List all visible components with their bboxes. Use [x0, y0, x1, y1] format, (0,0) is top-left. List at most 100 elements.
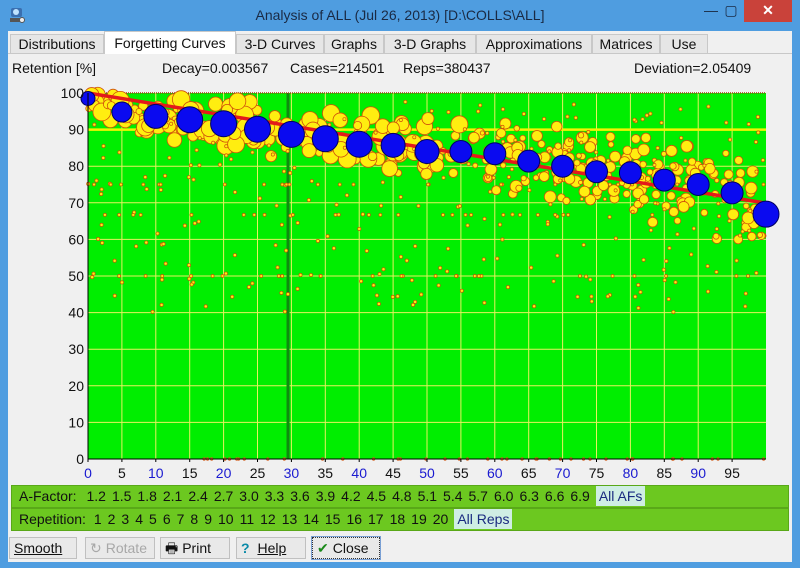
afactor-option[interactable]: 6.3	[519, 488, 539, 504]
repetition-option[interactable]: 7	[176, 511, 185, 527]
all-reps-button[interactable]: All Reps	[454, 509, 513, 529]
repetition-option[interactable]: 2	[107, 511, 116, 527]
close-button[interactable]: ✔ Close	[311, 536, 381, 560]
tab-3d-graphs[interactable]: 3-D Graphs	[384, 34, 476, 53]
afactor-option[interactable]: 3.3	[264, 488, 285, 504]
sample-dot	[166, 132, 183, 148]
afactor-option[interactable]: 2.7	[213, 488, 234, 504]
average-retention-dot[interactable]	[414, 139, 440, 165]
repetition-option[interactable]: 6	[162, 511, 171, 527]
afactor-option[interactable]: 4.8	[392, 488, 412, 504]
sample-dot-small	[99, 192, 104, 196]
repetition-option[interactable]: 10	[218, 511, 234, 527]
average-retention-dot[interactable]	[585, 160, 608, 184]
afactor-option[interactable]: 1.5	[111, 488, 132, 504]
repetition-option[interactable]: 4	[135, 511, 144, 527]
average-retention-dot[interactable]	[380, 132, 406, 158]
average-retention-dot[interactable]	[210, 110, 238, 138]
repetition-option[interactable]: 9	[204, 511, 212, 527]
minimize-button[interactable]: —	[696, 0, 726, 22]
rotate-button[interactable]: ↻ Rotate	[85, 537, 155, 559]
afactor-option[interactable]: 5.7	[468, 488, 488, 504]
average-retention-dot[interactable]	[176, 106, 204, 134]
repetition-option[interactable]: 18	[389, 511, 406, 527]
repetition-option[interactable]: 8	[190, 511, 199, 527]
afactor-option[interactable]: 5.1	[417, 488, 438, 504]
repetition-option[interactable]: 5	[149, 511, 157, 527]
average-retention-dot[interactable]	[720, 181, 744, 205]
tab-graphs[interactable]: Graphs	[324, 34, 384, 53]
average-retention-dot[interactable]	[618, 161, 642, 185]
average-retention-dot[interactable]	[244, 115, 271, 143]
tab-3d-curves[interactable]: 3-D Curves	[236, 34, 324, 53]
afactor-option[interactable]: 3.6	[290, 488, 310, 504]
repetition-option[interactable]: 13	[281, 511, 298, 527]
sample-dot-small	[666, 297, 671, 302]
print-button[interactable]: 🖶 Print	[160, 537, 230, 559]
sample-dot-small	[241, 213, 246, 217]
sample-dot	[584, 141, 596, 153]
afactor-option[interactable]: 4.2	[341, 488, 361, 504]
afactor-option[interactable]: 4.5	[366, 488, 387, 504]
forgetting-curve-chart[interactable]: 0 10 20 30 40 50 60 70 80 90 100 0 5 10 15 20 25 30 35 40 45…	[8, 54, 792, 484]
y-tick-label: 60	[68, 231, 84, 247]
afactor-option[interactable]: 3.9	[315, 488, 336, 504]
help-button[interactable]: ? Help	[236, 537, 306, 559]
sample-dot	[531, 130, 543, 142]
sample-dot	[577, 132, 585, 139]
average-retention-dot[interactable]	[752, 200, 780, 228]
repetition-option[interactable]: 15	[324, 511, 341, 527]
average-retention-dot[interactable]	[111, 101, 133, 123]
tab-matrices[interactable]: Matrices	[592, 34, 660, 53]
tab-use[interactable]: Use	[660, 34, 708, 53]
sample-dot-small	[230, 294, 235, 299]
sample-dot-small	[753, 140, 758, 144]
tab-approximations[interactable]: Approximations	[476, 34, 592, 53]
afactor-option[interactable]: 2.4	[188, 488, 208, 504]
sample-dot-small	[602, 197, 607, 202]
afactor-option[interactable]: 1.8	[137, 488, 157, 504]
afactor-option[interactable]: 3.0	[239, 488, 259, 504]
sample-dot-small	[616, 182, 620, 187]
average-retention-dot[interactable]	[311, 125, 339, 153]
average-retention-dot[interactable]	[483, 142, 507, 166]
afactor-option[interactable]: 2.1	[162, 488, 183, 504]
afactor-option[interactable]: 6.0	[493, 488, 514, 504]
sample-dot	[712, 232, 720, 240]
repetition-option[interactable]: 19	[411, 511, 427, 527]
tab-distributions[interactable]: Distributions	[10, 34, 104, 53]
average-retention-dot[interactable]	[551, 154, 575, 178]
sample-dot	[515, 184, 523, 192]
average-retention-dot[interactable]	[449, 140, 473, 164]
repetition-option[interactable]: 12	[260, 511, 276, 527]
average-retention-dot[interactable]	[517, 149, 541, 173]
tab-forgetting-curves[interactable]: Forgetting Curves	[104, 31, 236, 54]
smooth-button[interactable]: Smooth	[9, 537, 77, 559]
close-window-button[interactable]: ✕	[744, 0, 792, 22]
repetition-option[interactable]: 17	[368, 511, 384, 527]
repetition-option[interactable]: 20	[432, 511, 449, 527]
repetition-option[interactable]: 3	[121, 511, 130, 527]
average-retention-dot[interactable]	[652, 168, 676, 192]
afactor-option[interactable]: 6.9	[570, 488, 590, 504]
sample-dot-small	[112, 293, 117, 298]
sample-dot-small	[743, 291, 748, 296]
maximize-button[interactable]: ▢	[716, 0, 746, 22]
sample-dot-small	[155, 231, 160, 236]
repetition-option[interactable]: 14	[303, 511, 319, 527]
afactor-option[interactable]: 5.4	[443, 488, 463, 504]
sample-dot	[644, 175, 651, 182]
average-retention-dot[interactable]	[345, 130, 373, 158]
all-afs-button[interactable]: All AFs	[595, 486, 646, 506]
repetition-option[interactable]: 1	[93, 511, 102, 527]
repetition-option[interactable]: 11	[239, 511, 255, 527]
average-retention-dot[interactable]	[277, 120, 305, 148]
average-retention-dot[interactable]	[686, 173, 710, 196]
repetition-option[interactable]: 16	[346, 511, 363, 527]
afactor-option[interactable]: 1.2	[86, 488, 106, 504]
afactor-option[interactable]: 6.6	[544, 488, 565, 504]
x-tick-label: 20	[216, 465, 232, 481]
average-retention-dot[interactable]	[143, 103, 169, 129]
sample-dot-small	[203, 304, 208, 309]
sample-dot-small	[158, 187, 163, 192]
